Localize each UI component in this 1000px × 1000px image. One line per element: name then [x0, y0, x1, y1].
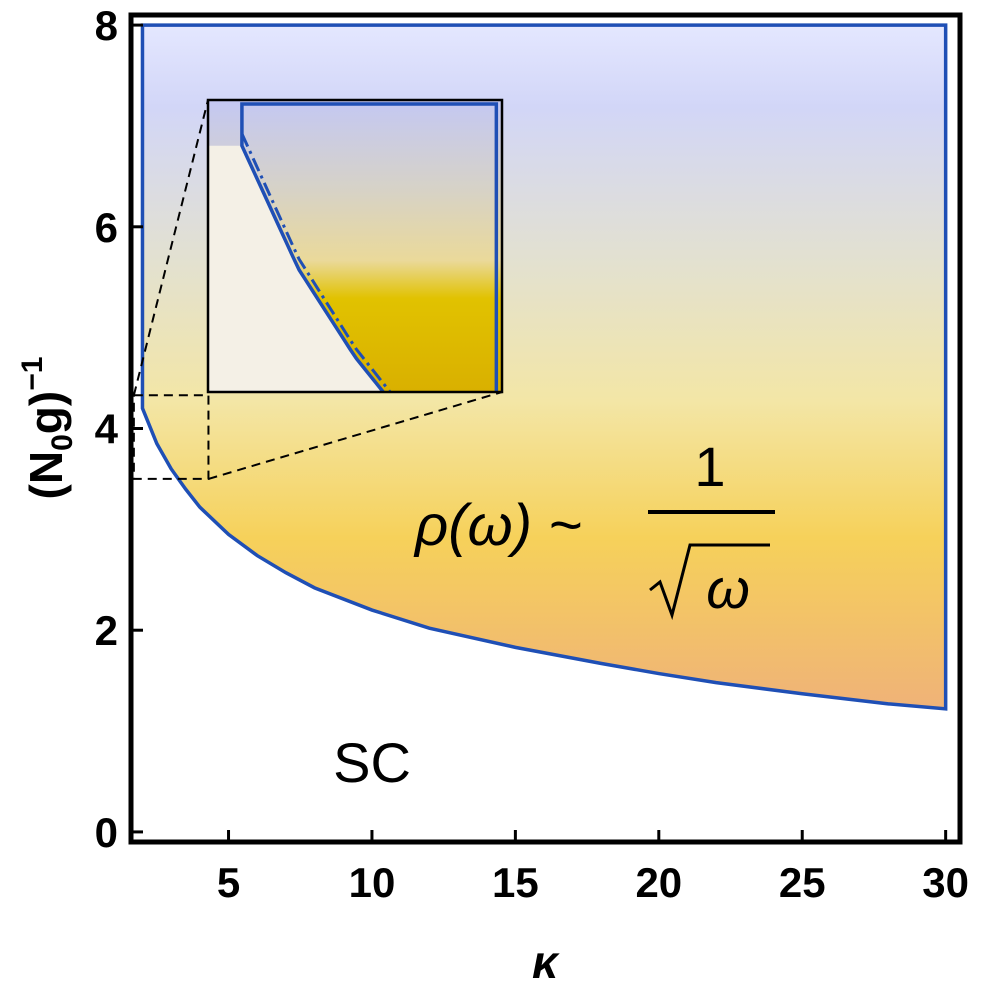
- formula-annotation: ρ(ω) ~ 1 ω: [413, 435, 775, 621]
- zoom-indicator: [132, 99, 503, 480]
- y-axis-label: (N0g)−1: [16, 357, 79, 500]
- zoom-connector-top: [132, 99, 209, 396]
- x-tick-label: 15: [492, 859, 539, 906]
- y-tick-label: 2: [95, 607, 118, 654]
- y-tick-label: 6: [95, 204, 118, 251]
- x-tick-label: 25: [779, 859, 826, 906]
- inset-dashdot-line: [240, 133, 393, 392]
- formula-lhs: ρ(ω) ~: [413, 493, 582, 558]
- inset-sc-region: [208, 145, 497, 392]
- zoom-box: [132, 394, 210, 480]
- x-tick-label: 10: [349, 859, 396, 906]
- y-axis-label-tail: g): [20, 391, 72, 434]
- axis-ticks: [131, 23, 948, 842]
- y-tick-label: 4: [95, 406, 119, 453]
- x-tick-label: 20: [635, 859, 682, 906]
- y-axis-label-sub: 0: [46, 434, 79, 451]
- phase-boundary-line: [140, 23, 948, 711]
- inset-frame: [206, 98, 504, 394]
- x-tick-label: 30: [922, 859, 969, 906]
- formula-sqrt-sign: [649, 543, 770, 621]
- inset-boundary-line: [240, 102, 499, 392]
- formula-denominator: ω: [706, 557, 750, 620]
- inset-zoom-panel: [206, 98, 504, 394]
- y-tick-label: 0: [95, 809, 118, 856]
- formula-numerator: 1: [694, 435, 725, 498]
- y-tick-label: 8: [95, 2, 118, 49]
- x-tick-label: 5: [217, 859, 240, 906]
- sc-region-label: SC: [333, 731, 411, 794]
- x-axis-label: κ: [532, 936, 560, 988]
- y-axis-label-head: (N: [20, 451, 72, 500]
- zoom-connector-bottom: [208, 391, 503, 480]
- y-axis-label-sup: −1: [16, 357, 49, 391]
- x-tick-labels: 5 10 15 20 25 30: [217, 859, 969, 906]
- y-tick-labels: 0 2 4 6 8: [95, 2, 119, 856]
